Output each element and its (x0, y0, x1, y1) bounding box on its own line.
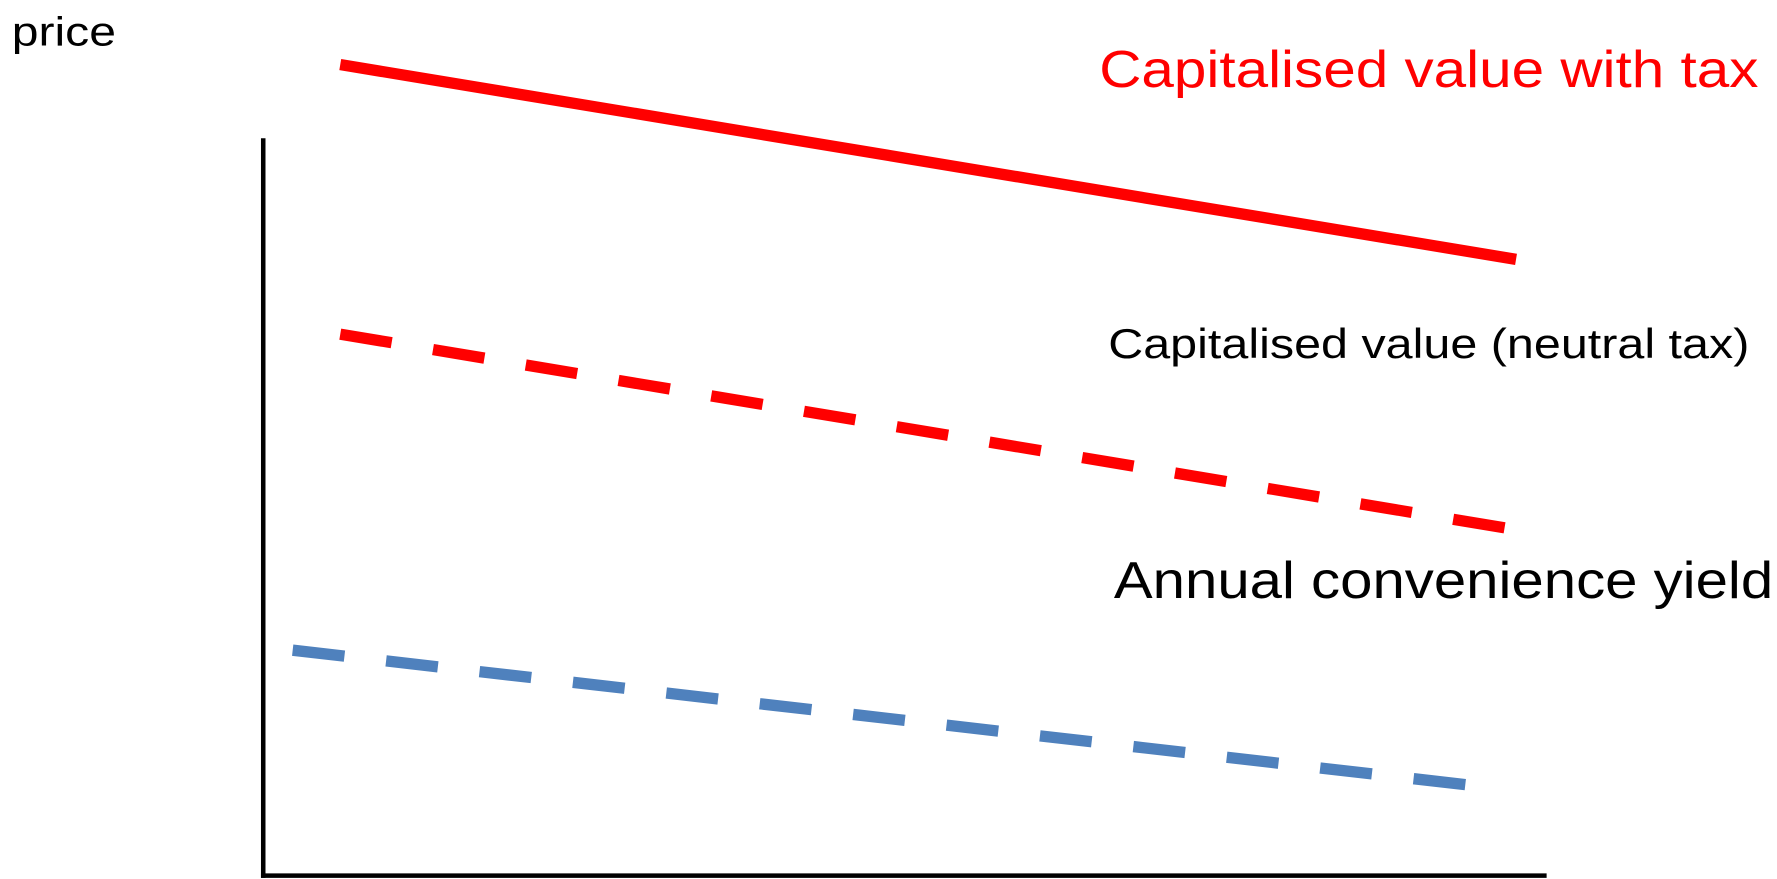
curve-convenience-yield (292, 644, 1470, 791)
axis-label: price (12, 8, 116, 54)
curve-with-tax (339, 58, 1517, 265)
curve-neutral-tax (339, 328, 1506, 534)
curve-label: Capitalised value (neutral tax) (1108, 320, 1749, 367)
curve-label: Capitalised value with tax (1099, 41, 1758, 99)
curve-label: Annual convenience yield (1114, 552, 1773, 610)
